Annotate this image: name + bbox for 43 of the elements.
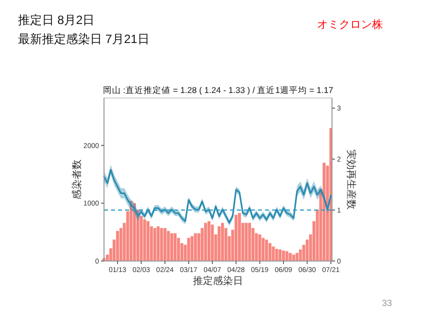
bar	[238, 213, 241, 261]
bar	[130, 200, 133, 261]
bar	[204, 222, 208, 261]
bar	[177, 238, 180, 261]
bar	[322, 162, 326, 261]
bar	[285, 251, 288, 261]
bar	[153, 228, 156, 261]
text: 最新推定感染日 7月21日	[18, 32, 150, 46]
bar	[262, 238, 265, 261]
x-axis-title: 推定感染日	[193, 275, 243, 287]
bar	[268, 243, 272, 261]
bar	[218, 226, 221, 261]
bar	[248, 222, 252, 261]
bar	[133, 203, 136, 261]
bar	[296, 252, 298, 261]
bar	[194, 233, 197, 261]
bar	[210, 224, 214, 261]
bar	[160, 228, 164, 261]
bar	[221, 222, 224, 261]
bar	[272, 246, 275, 261]
bar	[190, 236, 194, 261]
text: 33	[382, 298, 392, 308]
bar	[163, 228, 166, 261]
text: 推定日 8月2日	[18, 13, 95, 27]
bar	[275, 248, 278, 261]
bar	[292, 254, 296, 261]
bar	[265, 240, 268, 261]
bar	[298, 249, 302, 261]
bar	[116, 230, 120, 261]
bar	[146, 221, 150, 261]
chart-title: 岡山 :直近推定値 = 1.28 ( 1.24 - 1.33 ) / 直近1週平均 = 1.17	[102, 85, 334, 95]
y-axis-title: 感染者数	[71, 160, 83, 200]
bar	[282, 250, 285, 261]
bar	[208, 221, 210, 261]
bar	[174, 233, 177, 261]
bar	[156, 226, 160, 261]
text: オミクロン株	[317, 18, 383, 31]
bar	[143, 219, 146, 261]
y2-axis-title: 実効再生産数	[345, 150, 357, 210]
bar	[166, 230, 170, 261]
bar	[278, 249, 282, 261]
bar	[234, 214, 238, 261]
bar	[187, 238, 190, 261]
